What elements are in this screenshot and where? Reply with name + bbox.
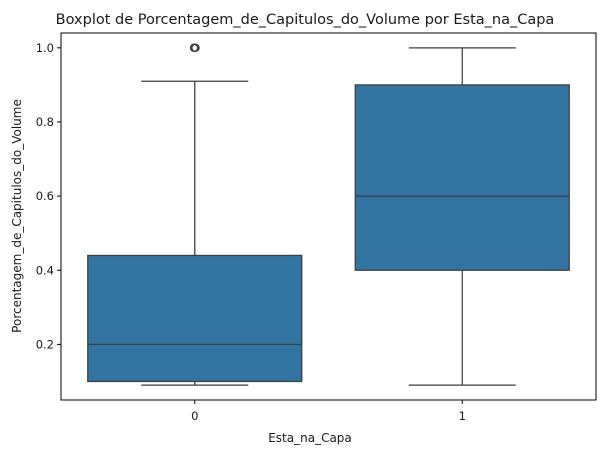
box-0 xyxy=(87,254,303,383)
y-tick-label: 0.4 xyxy=(36,263,54,277)
outlier-point xyxy=(191,43,200,53)
y-tick-label: 1.0 xyxy=(36,41,54,55)
y-tick-label: 0.2 xyxy=(36,337,54,351)
box-1 xyxy=(354,84,570,271)
x-tick-label: 1 xyxy=(459,409,466,423)
x-tick-label: 0 xyxy=(191,409,198,423)
plot-area xyxy=(87,43,570,386)
plot-frame xyxy=(60,32,597,401)
y-axis-label: Porcentagem_de_Capitulos_do_Volume xyxy=(10,99,24,333)
x-axis-label: Esta_na_Capa xyxy=(268,431,352,445)
y-tick-label: 0.6 xyxy=(36,189,54,203)
chart-title: Boxplot de Porcentagem_de_Capitulos_do_V… xyxy=(56,12,555,28)
y-tick-label: 0.8 xyxy=(36,115,54,129)
